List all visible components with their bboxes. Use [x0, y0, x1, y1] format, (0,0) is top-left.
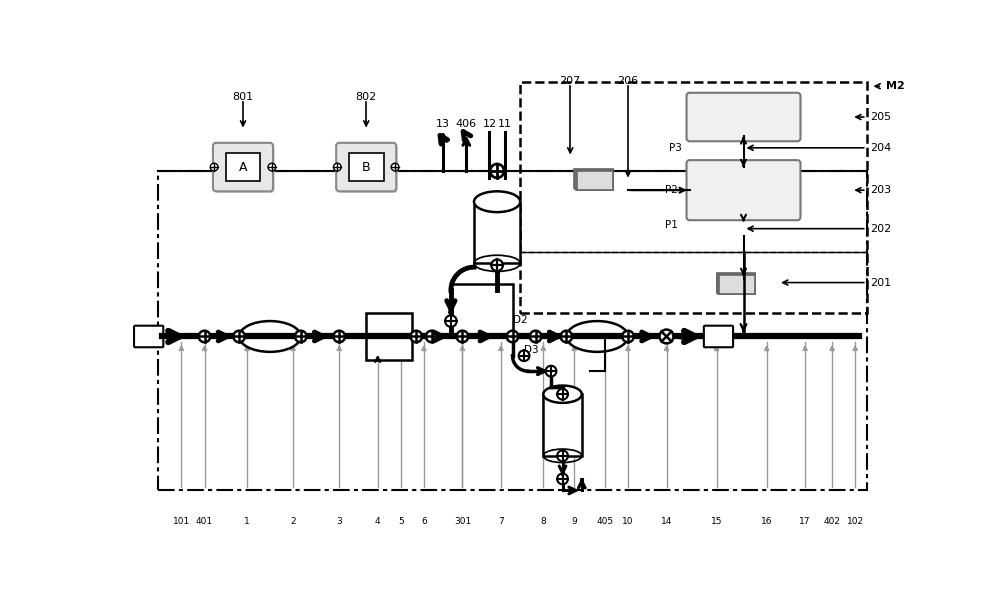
Circle shape	[530, 330, 541, 343]
Ellipse shape	[566, 321, 628, 352]
FancyBboxPatch shape	[226, 153, 260, 181]
Circle shape	[210, 163, 218, 171]
Text: 14: 14	[661, 517, 672, 526]
Text: D1: D1	[455, 315, 470, 325]
Text: P2: P2	[665, 185, 678, 195]
Circle shape	[622, 330, 634, 343]
FancyBboxPatch shape	[543, 394, 582, 456]
Circle shape	[295, 330, 307, 343]
FancyBboxPatch shape	[719, 275, 755, 294]
Circle shape	[557, 389, 568, 400]
Ellipse shape	[474, 191, 520, 212]
Text: B: B	[362, 160, 371, 174]
FancyBboxPatch shape	[575, 169, 613, 189]
Circle shape	[557, 473, 568, 484]
Text: 206: 206	[617, 76, 639, 86]
Circle shape	[445, 315, 457, 327]
Text: 101: 101	[173, 517, 190, 526]
FancyBboxPatch shape	[704, 326, 733, 347]
FancyBboxPatch shape	[576, 170, 613, 189]
FancyBboxPatch shape	[717, 273, 755, 292]
FancyBboxPatch shape	[687, 160, 800, 220]
Circle shape	[561, 330, 572, 343]
Text: 3: 3	[336, 517, 342, 526]
Text: 102: 102	[847, 517, 864, 526]
Circle shape	[391, 163, 399, 171]
Text: 801: 801	[232, 92, 254, 102]
Ellipse shape	[543, 385, 582, 403]
Circle shape	[333, 163, 341, 171]
FancyBboxPatch shape	[366, 314, 412, 359]
Text: 405: 405	[596, 517, 613, 526]
Text: 7: 7	[498, 517, 504, 526]
Text: 201: 201	[871, 277, 892, 288]
Text: 8: 8	[540, 517, 546, 526]
FancyBboxPatch shape	[717, 274, 755, 293]
FancyBboxPatch shape	[336, 143, 396, 191]
Circle shape	[490, 164, 504, 178]
Text: 301: 301	[454, 517, 471, 526]
Text: 802: 802	[356, 92, 377, 102]
FancyBboxPatch shape	[349, 153, 384, 181]
Text: 402: 402	[824, 517, 841, 526]
Circle shape	[233, 330, 245, 343]
Text: 207: 207	[560, 76, 581, 86]
Circle shape	[426, 330, 437, 343]
FancyBboxPatch shape	[577, 171, 613, 191]
Ellipse shape	[239, 321, 301, 352]
FancyBboxPatch shape	[213, 143, 273, 191]
Circle shape	[410, 330, 422, 343]
Text: A: A	[239, 160, 247, 174]
Text: 16: 16	[761, 517, 772, 526]
FancyBboxPatch shape	[687, 93, 800, 141]
Text: 13: 13	[436, 119, 450, 128]
Circle shape	[546, 366, 556, 376]
Circle shape	[199, 330, 210, 343]
Circle shape	[491, 259, 503, 271]
Text: 2: 2	[290, 517, 296, 526]
Text: 1: 1	[244, 517, 250, 526]
FancyBboxPatch shape	[338, 144, 398, 193]
Circle shape	[333, 330, 345, 343]
Text: 204: 204	[871, 143, 892, 153]
FancyBboxPatch shape	[134, 326, 163, 347]
Circle shape	[507, 330, 518, 343]
Text: 11: 11	[498, 119, 512, 128]
Text: D3: D3	[524, 345, 539, 355]
Text: 9: 9	[571, 517, 577, 526]
Text: M2: M2	[886, 81, 905, 91]
Text: 401: 401	[196, 517, 213, 526]
Circle shape	[519, 350, 529, 361]
Text: 17: 17	[799, 517, 811, 526]
Circle shape	[457, 330, 468, 343]
Circle shape	[268, 163, 276, 171]
FancyBboxPatch shape	[574, 169, 613, 188]
Text: 202: 202	[871, 224, 892, 234]
Text: 406: 406	[456, 119, 477, 128]
FancyBboxPatch shape	[451, 285, 512, 335]
Text: 203: 203	[871, 185, 892, 195]
Text: 5: 5	[398, 517, 404, 526]
FancyBboxPatch shape	[215, 144, 275, 193]
FancyBboxPatch shape	[474, 202, 520, 264]
Circle shape	[660, 330, 673, 343]
Text: 15: 15	[711, 517, 722, 526]
Text: 10: 10	[622, 517, 634, 526]
Text: 4: 4	[375, 517, 381, 526]
Text: D4: D4	[459, 308, 473, 318]
Text: P3: P3	[669, 143, 682, 153]
Text: 6: 6	[421, 517, 427, 526]
Text: P1: P1	[665, 220, 678, 230]
FancyBboxPatch shape	[718, 274, 755, 294]
Circle shape	[557, 450, 568, 461]
Text: 205: 205	[871, 112, 892, 122]
Text: 12: 12	[482, 119, 496, 128]
Text: D2: D2	[512, 315, 527, 325]
